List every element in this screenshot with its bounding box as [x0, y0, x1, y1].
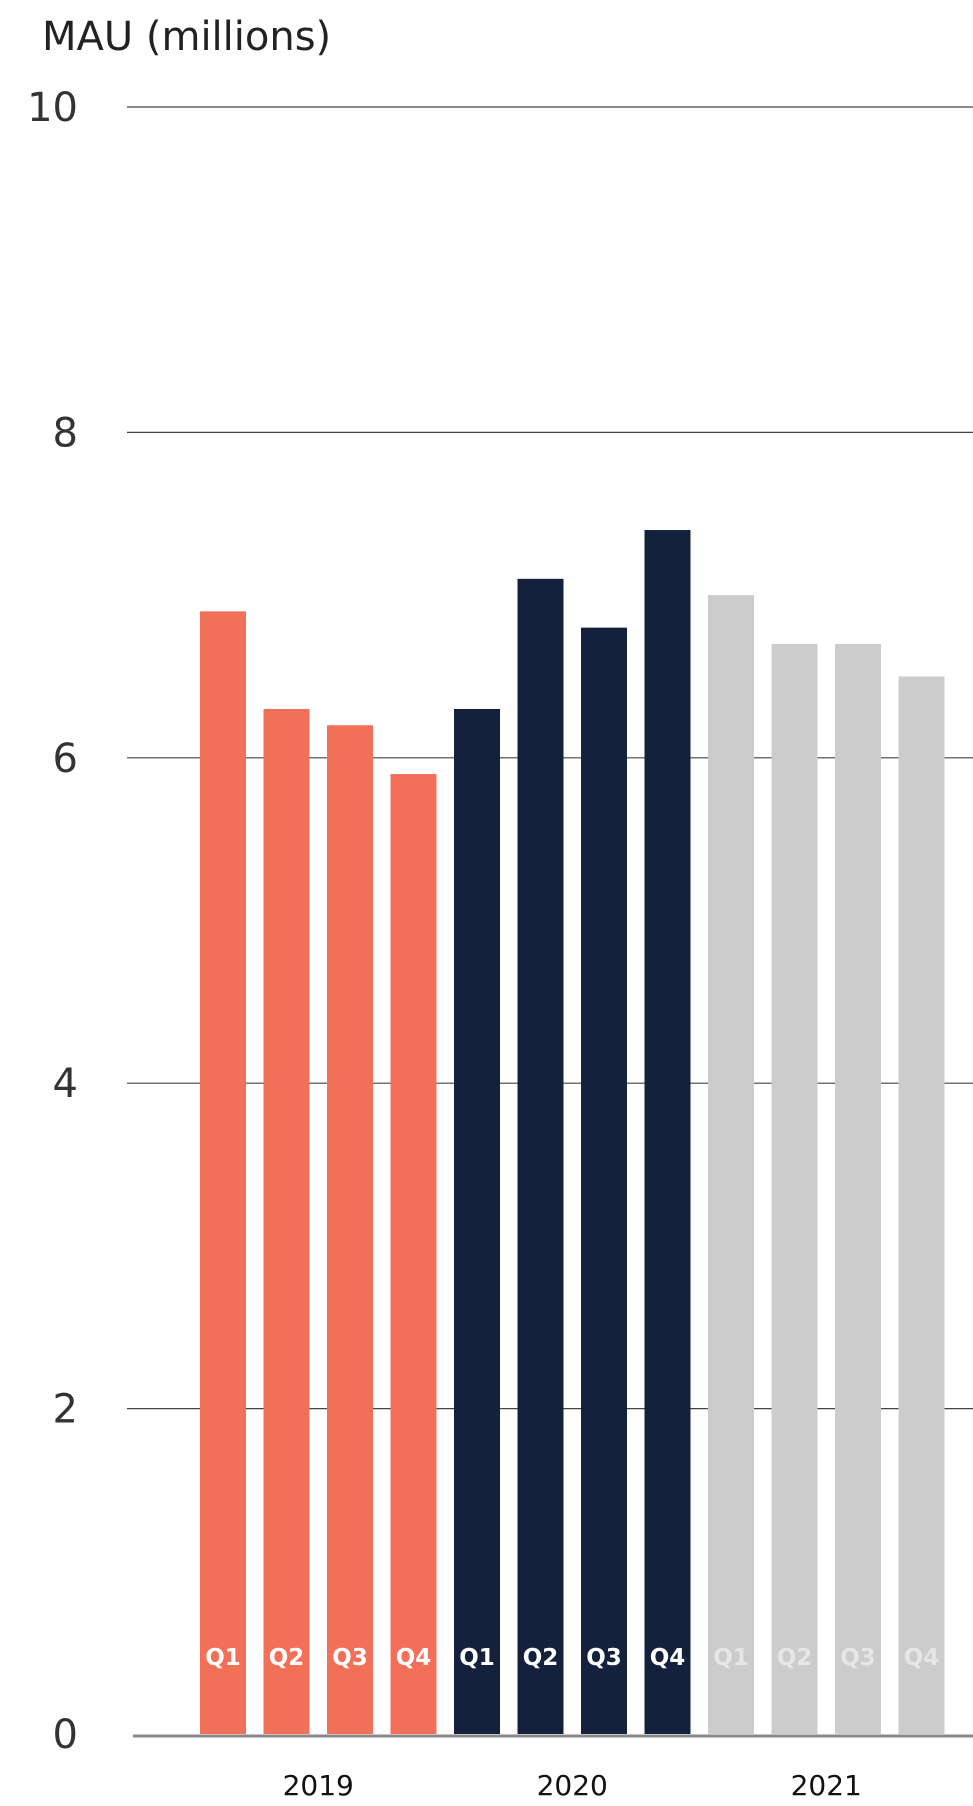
- bar-2019-q3: [327, 725, 373, 1734]
- bar-label: Q3: [332, 1645, 368, 1671]
- bars: [200, 530, 945, 1735]
- x-group-label: 2021: [791, 1769, 862, 1802]
- bar-2020-q4: [644, 530, 691, 1734]
- bar-label: Q4: [650, 1645, 686, 1671]
- bar-label: Q4: [396, 1645, 432, 1671]
- bar-label: Q1: [713, 1645, 749, 1671]
- bar-label: Q1: [205, 1645, 241, 1671]
- y-tick-label: 6: [53, 736, 78, 782]
- y-tick-label: 2: [53, 1387, 78, 1433]
- y-tick-labels: 0 2 4 6 8 10: [27, 85, 78, 1758]
- x-group-labels: 2019 2020 2021: [283, 1769, 862, 1802]
- bar-2020-q3: [581, 627, 627, 1734]
- y-tick-label: 0: [53, 1712, 78, 1758]
- x-group-label: 2020: [537, 1769, 608, 1802]
- bar-2020-q2: [517, 578, 564, 1734]
- y-tick-label: 10: [27, 85, 78, 131]
- bar-2021-q2: [771, 643, 818, 1735]
- bar-2019-q4: [390, 774, 437, 1734]
- x-group-label: 2019: [283, 1769, 354, 1802]
- bar-2021-q1: [708, 595, 754, 1734]
- bar-label: Q4: [904, 1645, 940, 1671]
- bar-2019-q1: [200, 611, 246, 1734]
- bar-label: Q1: [459, 1645, 495, 1671]
- bar-2020-q1: [454, 708, 500, 1734]
- y-tick-label: 8: [53, 410, 78, 456]
- bar-2021-q4: [898, 676, 945, 1735]
- y-tick-label: 4: [53, 1061, 78, 1107]
- bar-label: Q2: [523, 1645, 559, 1671]
- bar-2019-q2: [263, 708, 310, 1734]
- bar-label: Q3: [840, 1645, 876, 1671]
- bar-label: Q2: [269, 1645, 305, 1671]
- bar-label: Q2: [777, 1645, 813, 1671]
- bar-label: Q3: [586, 1645, 622, 1671]
- bar-2021-q3: [835, 643, 881, 1735]
- y-axis-title: MAU (millions): [42, 14, 331, 60]
- bar-labels: Q1 Q2 Q3 Q4 Q1 Q2 Q3 Q4 Q1 Q2 Q3 Q4: [205, 1645, 939, 1671]
